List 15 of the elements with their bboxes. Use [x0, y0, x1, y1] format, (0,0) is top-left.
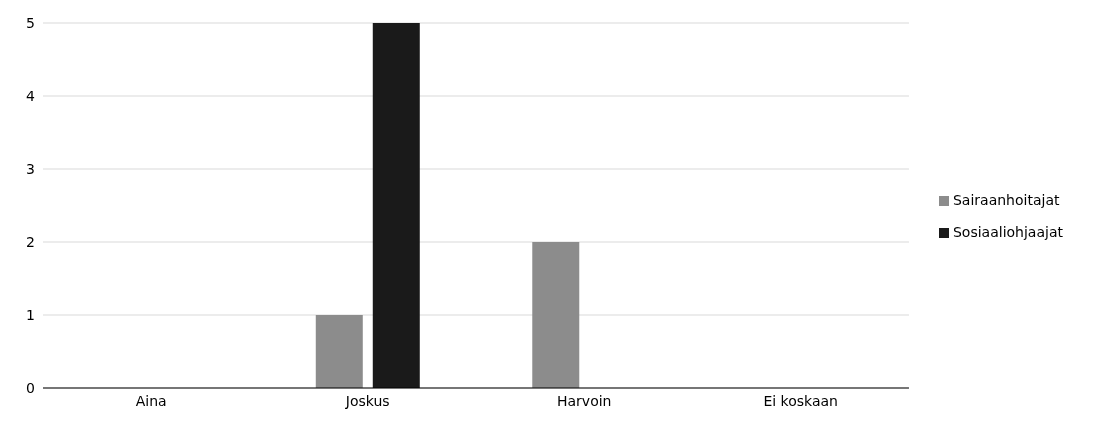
x-tick-label: Harvoin [556, 392, 612, 409]
y-tick-label: 3 [26, 160, 35, 177]
legend-label: Sairaanhoitajat [952, 191, 1060, 208]
y-tick-label: 1 [26, 306, 35, 323]
y-tick-label: 4 [26, 87, 36, 104]
bar [315, 315, 363, 388]
y-tick-label: 2 [26, 233, 35, 250]
y-tick-label: 5 [26, 14, 35, 31]
legend-label: Sosiaaliohjaajat [952, 223, 1063, 240]
x-tick-label: Aina [135, 392, 167, 409]
bar [372, 23, 420, 388]
x-tick-label: Joskus [344, 392, 390, 409]
bar [532, 242, 580, 388]
y-tick-label: 0 [26, 379, 35, 396]
x-tick-label: Ei koskaan [763, 392, 838, 409]
